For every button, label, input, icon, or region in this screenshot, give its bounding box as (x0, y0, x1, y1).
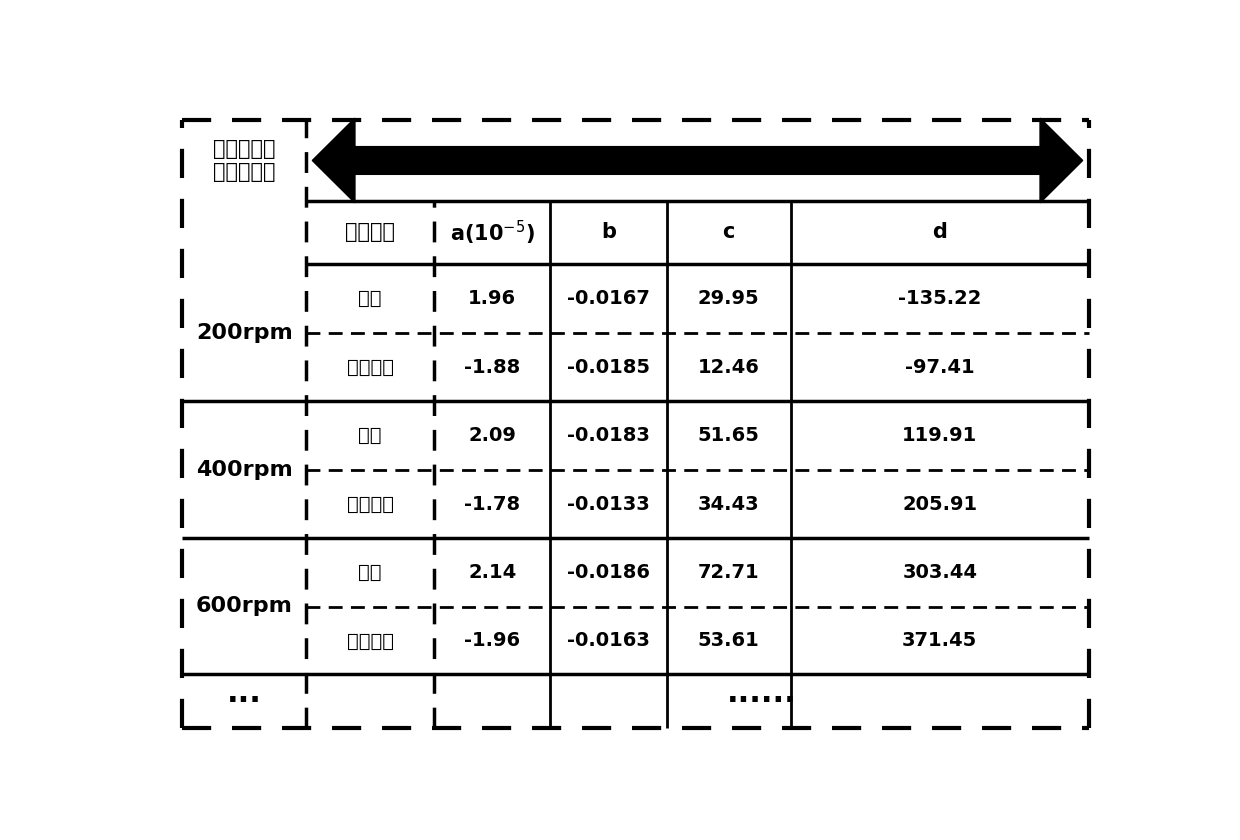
Text: 12.46: 12.46 (698, 358, 759, 376)
Text: 驱动: 驱动 (358, 564, 382, 582)
Text: 29.95: 29.95 (698, 289, 759, 308)
Text: 600rpm: 600rpm (196, 596, 293, 617)
Text: -0.0186: -0.0186 (567, 564, 650, 582)
Text: 53.61: 53.61 (698, 632, 759, 650)
Text: 再生制动: 再生制动 (346, 632, 393, 650)
Text: -0.0167: -0.0167 (567, 289, 650, 308)
Text: d: d (932, 223, 947, 243)
Text: 再生制动: 再生制动 (346, 358, 393, 376)
Text: 再生制动: 再生制动 (346, 495, 393, 514)
Text: -1.78: -1.78 (464, 495, 521, 514)
Text: 72.71: 72.71 (698, 564, 759, 582)
Text: 200rpm: 200rpm (196, 323, 293, 343)
Text: 电机拟合系数表: 电机拟合系数表 (777, 150, 866, 171)
Text: -0.0163: -0.0163 (567, 632, 650, 650)
Text: 数据对应: 数据对应 (610, 150, 661, 171)
Text: 119.91: 119.91 (901, 426, 977, 445)
Text: ······: ······ (727, 687, 796, 716)
Text: -135.22: -135.22 (898, 289, 981, 308)
Text: -97.41: -97.41 (905, 358, 975, 376)
Text: -0.0185: -0.0185 (567, 358, 650, 376)
Polygon shape (312, 118, 1083, 202)
Text: b: b (601, 223, 616, 243)
Text: 电机转速工
况点数据表: 电机转速工 况点数据表 (213, 139, 275, 182)
Text: ···: ··· (227, 687, 262, 716)
Text: 400rpm: 400rpm (196, 459, 293, 480)
Text: -1.88: -1.88 (464, 358, 521, 376)
Text: 驱动: 驱动 (358, 426, 382, 445)
Text: 电机模式: 电机模式 (345, 223, 396, 243)
Text: 2.14: 2.14 (467, 564, 516, 582)
Text: 驱动: 驱动 (358, 289, 382, 308)
Text: 303.44: 303.44 (903, 564, 977, 582)
Text: c: c (723, 223, 734, 243)
Text: 2.09: 2.09 (469, 426, 516, 445)
Text: -1.96: -1.96 (464, 632, 521, 650)
Text: 371.45: 371.45 (901, 632, 977, 650)
Text: 51.65: 51.65 (698, 426, 759, 445)
Text: 34.43: 34.43 (698, 495, 759, 514)
Text: 205.91: 205.91 (903, 495, 977, 514)
Text: a(10$^{-5}$): a(10$^{-5}$) (450, 218, 534, 247)
Text: -0.0183: -0.0183 (567, 426, 650, 445)
Text: -0.0133: -0.0133 (567, 495, 650, 514)
Text: 1.96: 1.96 (467, 289, 516, 308)
